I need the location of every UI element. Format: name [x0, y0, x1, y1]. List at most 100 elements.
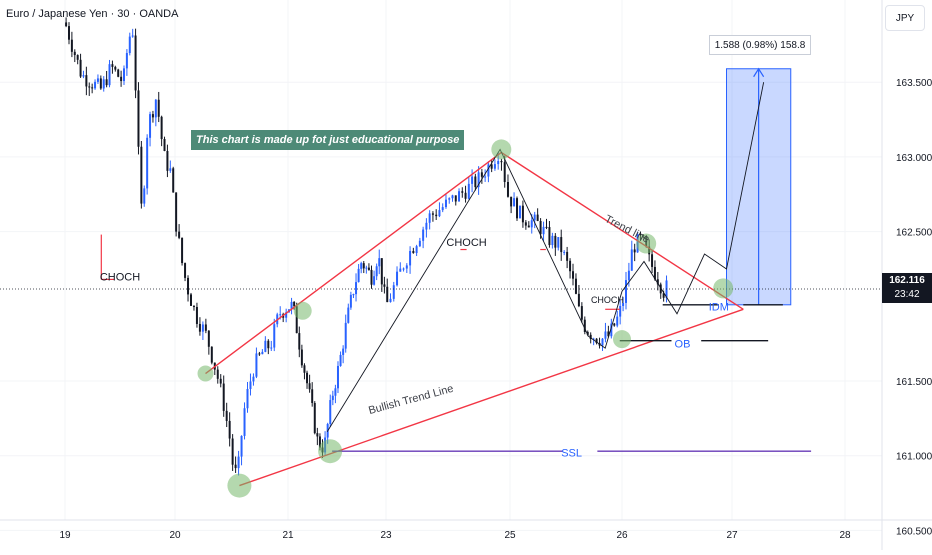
x-tick-label: 19 [59, 530, 71, 541]
candle-body [117, 69, 120, 77]
candle-body [530, 220, 533, 228]
candle-body [357, 268, 360, 283]
falling-trend-line[interactable] [500, 151, 744, 310]
candle-body [96, 78, 99, 82]
candle-body [613, 323, 616, 326]
candle-body [471, 176, 474, 184]
candle-body [65, 22, 68, 27]
candle-body [290, 301, 293, 310]
candle-body [264, 340, 267, 352]
candle-body [607, 331, 610, 337]
candle-body [405, 265, 408, 269]
candle-body [365, 267, 368, 269]
candle-body [219, 378, 222, 384]
candle-body [554, 235, 557, 248]
candle-body [438, 210, 441, 217]
candle-body [569, 260, 572, 272]
candle-body [415, 246, 418, 254]
candle-body [474, 176, 477, 188]
candle-body [493, 164, 496, 169]
upper-rising-trend-line[interactable] [205, 151, 502, 375]
candle-body [329, 400, 332, 424]
annotation-label: CHOCH [446, 237, 486, 249]
pivot-marker [197, 365, 214, 382]
candle-body [490, 164, 493, 169]
annotation-label: Bullish Trend Line [367, 383, 455, 417]
candle-body [380, 258, 383, 285]
candle-body [146, 137, 149, 189]
candle-body [134, 35, 137, 91]
candle-body [222, 383, 225, 411]
candle-body [484, 176, 487, 178]
candle-body [339, 354, 342, 366]
symbol-title[interactable]: Euro / Japanese Yen · 30 · OANDA [6, 8, 179, 20]
candle-body [533, 214, 536, 221]
candle-body [627, 270, 630, 281]
candle-body [542, 226, 545, 235]
annotation-label: Trend line [603, 213, 652, 246]
candle-body [557, 237, 560, 248]
candle-body [521, 205, 524, 223]
candle-body [172, 168, 175, 193]
candle-body [204, 324, 207, 331]
candle-body [572, 271, 575, 279]
candle-body [362, 263, 365, 269]
candle-body [198, 323, 201, 332]
educational-note: This chart is made up fot just education… [191, 130, 465, 150]
y-tick-label: 163.500 [896, 78, 932, 89]
candle-body [536, 214, 539, 222]
candle-body [444, 199, 447, 208]
candle-body [160, 116, 163, 140]
x-tick-label: 20 [169, 530, 181, 541]
candle-body [467, 183, 470, 199]
candle-body [234, 464, 237, 469]
candle-body [105, 79, 108, 86]
candle-body [210, 346, 213, 363]
candle-body [166, 150, 169, 171]
candle-body [267, 340, 270, 349]
pivot-marker [318, 439, 343, 464]
candle-body [516, 198, 519, 219]
candle-body [583, 319, 586, 332]
candle-body [539, 221, 542, 235]
candle-body [464, 192, 467, 199]
candle-body [88, 86, 91, 88]
annotation-label: CHOCH [591, 295, 624, 305]
candle-body [592, 338, 595, 340]
candle-body [246, 389, 249, 409]
candle-body [610, 323, 613, 337]
candle-body [102, 79, 105, 89]
candle-body [513, 198, 516, 207]
candle-body [70, 39, 73, 52]
candle-body [633, 249, 636, 253]
candle-body [140, 146, 143, 204]
candle-body [378, 258, 381, 267]
pivot-marker [613, 330, 631, 349]
candle-body [566, 251, 569, 261]
measure-arrowhead [753, 67, 765, 78]
candle-body [308, 383, 311, 390]
candle-body [386, 286, 389, 303]
candle-body [342, 348, 345, 355]
candle-body [355, 282, 358, 295]
annotation-label: CHOCH [100, 271, 140, 283]
candle-body [300, 349, 303, 366]
candle-body [580, 306, 583, 320]
candle-body [367, 267, 370, 270]
candle-body [347, 307, 350, 323]
current-price-tag: 162.116 23:42 [882, 273, 932, 303]
projection-path[interactable] [326, 82, 765, 433]
pivot-marker [293, 301, 312, 320]
candle-body [402, 268, 405, 270]
candle-body [527, 225, 530, 228]
bullish-trend-line[interactable] [239, 308, 744, 487]
x-tick-label: 26 [616, 530, 628, 541]
currency-button[interactable]: JPY [885, 5, 925, 31]
grid [0, 0, 882, 531]
candle-body [270, 347, 273, 349]
candle-body [604, 331, 607, 339]
candle-body [344, 322, 347, 349]
candle-body [82, 75, 85, 77]
